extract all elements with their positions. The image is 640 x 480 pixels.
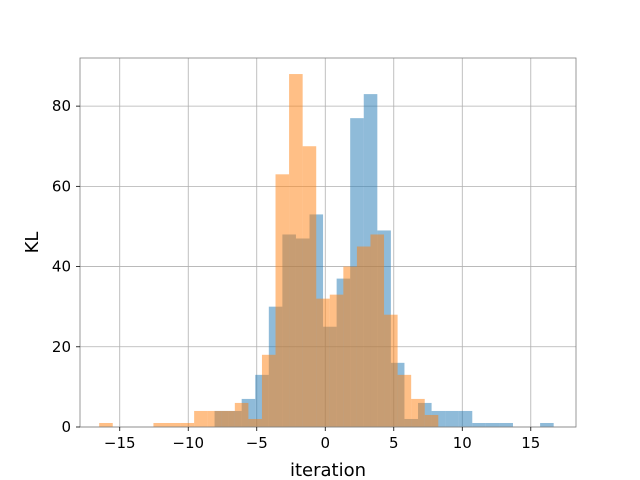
histogram-bar (167, 422, 181, 427)
histogram-bar (499, 422, 513, 427)
histogram-bar (234, 402, 249, 427)
x-tick-label: 15 (521, 434, 540, 452)
histogram-bar (194, 410, 208, 427)
histogram-bar (289, 74, 303, 427)
histogram-bar (485, 422, 500, 427)
x-axis-title: iteration (290, 460, 366, 480)
y-tick-label: 40 (52, 258, 71, 276)
histogram-bar (356, 246, 371, 427)
x-tick-label: 5 (389, 434, 399, 452)
histogram-bar (397, 374, 412, 427)
x-tick-label: −15 (104, 434, 136, 452)
histogram-bar (221, 410, 235, 427)
plot-area-frame (79, 57, 577, 428)
histogram-bar (302, 146, 317, 427)
histogram-bar (248, 418, 262, 427)
histogram-bar (275, 174, 290, 427)
x-tick-label: −10 (172, 434, 204, 452)
histogram-bar (329, 294, 344, 427)
y-tick-label: 80 (52, 97, 71, 115)
x-tick-label: 10 (453, 434, 472, 452)
y-axis-title: KL (22, 232, 43, 254)
x-axis-ticks: −15 −10 −5 0 5 10 15 (104, 427, 540, 452)
histogram-bar (207, 410, 222, 427)
y-tick-label: 60 (52, 177, 71, 195)
histogram-bar (153, 422, 168, 427)
histogram-bar (180, 422, 195, 427)
histogram-bar (445, 410, 459, 427)
x-tick-label: −5 (246, 434, 268, 452)
y-tick-label: 20 (52, 338, 71, 356)
y-tick-label: 0 (61, 418, 71, 436)
histogram-bar (424, 414, 439, 427)
y-axis-ticks: 0 20 40 60 80 (52, 97, 80, 436)
histogram-bar (540, 422, 554, 427)
series-orange-bars (99, 74, 439, 427)
histogram-bar (370, 234, 385, 427)
histogram-bar (99, 422, 113, 427)
histogram-bar (472, 422, 486, 427)
histogram-bar (411, 398, 425, 427)
histogram-bar (316, 298, 330, 427)
histogram-bar (261, 354, 276, 427)
histogram-bar (458, 410, 473, 427)
x-tick-label: 0 (320, 434, 330, 452)
histogram-bar (384, 314, 398, 427)
histogram-bar (343, 266, 357, 427)
